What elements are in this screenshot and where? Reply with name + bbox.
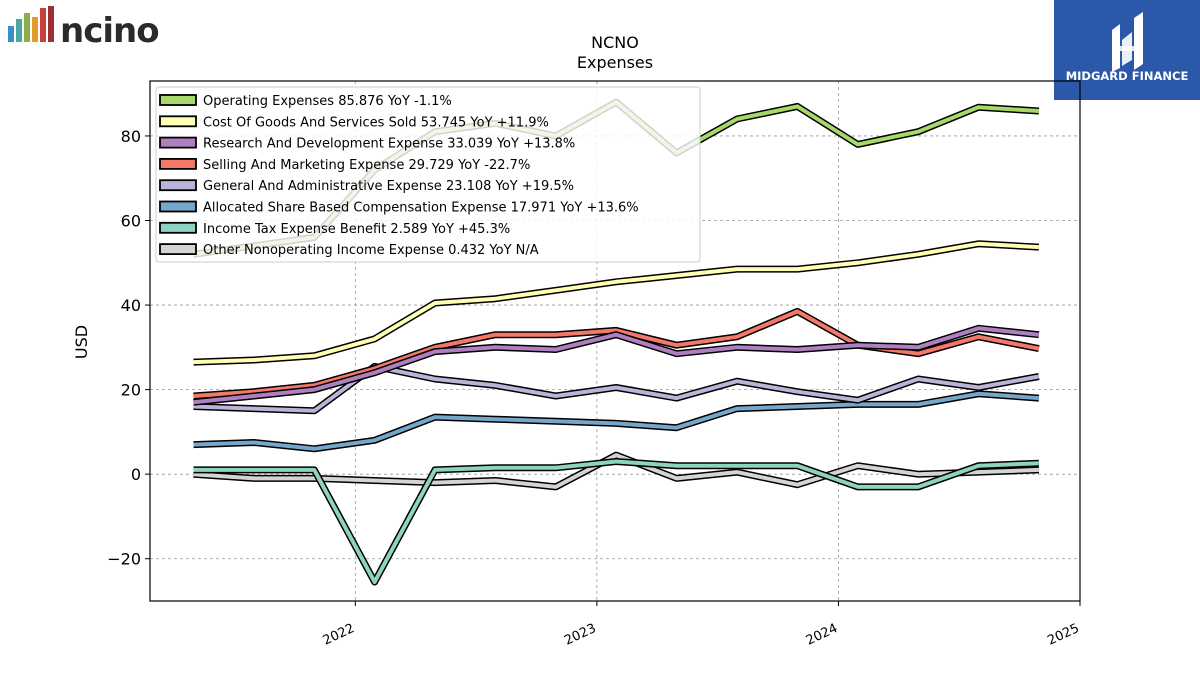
- midgard-wordmark: MIDGARD FINANCE: [1066, 69, 1189, 83]
- series-stroke: [193, 309, 1040, 398]
- legend-swatch: [159, 200, 197, 213]
- series-line: [193, 458, 1040, 586]
- series-line: [193, 390, 1040, 453]
- legend-label: Research And Development Expense 33.039 …: [203, 137, 575, 152]
- y-axis: −20 0 20 40 60 80: [107, 127, 150, 569]
- legend-swatch: [159, 115, 197, 128]
- y-tick-label: 0: [131, 465, 141, 484]
- chart-subtitle: Expenses: [577, 53, 653, 72]
- legend-swatch: [159, 179, 197, 192]
- legend-swatch: [159, 243, 197, 256]
- y-axis-label: USD: [72, 325, 91, 359]
- series-line: [193, 240, 1040, 366]
- series-stroke: [193, 453, 1039, 489]
- legend-box: [155, 86, 701, 263]
- legend-label: General And Administrative Expense 23.10…: [203, 179, 574, 194]
- series-outline: [193, 324, 1040, 406]
- legend-label: Operating Expenses 85.876 YoY -1.1%: [203, 94, 452, 109]
- legend-swatch: [159, 94, 197, 106]
- midgard-finance-logo: MIDGARD FINANCE: [1054, 0, 1200, 100]
- logo-bar: [24, 13, 30, 42]
- y-tick-label: 60: [121, 212, 141, 231]
- logo-bar: [8, 26, 14, 42]
- series-line: [193, 451, 1040, 491]
- legend-label: Selling And Marketing Expense 29.729 YoY…: [203, 158, 530, 173]
- series-line: [193, 362, 1040, 415]
- series-stroke: [193, 326, 1040, 405]
- logo-bar: [16, 19, 22, 42]
- x-tick-label: 2024: [804, 621, 840, 649]
- x-tick-label: 2025: [1045, 621, 1081, 649]
- legend-swatch: [159, 157, 197, 170]
- logo-bar: [40, 8, 46, 42]
- x-tick-label: 2023: [562, 621, 598, 649]
- plot-frame: [149, 80, 1081, 602]
- series-stroke: [193, 391, 1040, 451]
- legend: Operating Expenses 85.876 YoY -1.1% Cost …: [155, 86, 701, 263]
- x-tick-label: 2022: [321, 621, 357, 649]
- series-stroke: [193, 459, 1039, 584]
- legend-swatch: [159, 221, 197, 234]
- x-axis: 2022 2023 2024 2025: [321, 601, 1082, 649]
- ncino-wordmark: ncino: [60, 11, 159, 48]
- series-stroke: [193, 364, 1040, 413]
- midgard-emblem-icon: [1112, 12, 1143, 72]
- legend-label: Income Tax Expense Benefit 2.589 YoY +45…: [203, 222, 510, 237]
- series-stroke: [193, 241, 1040, 365]
- logo-bar: [48, 6, 54, 42]
- series-line: [193, 307, 1040, 400]
- chart-title: NCNO: [591, 33, 639, 52]
- legend-label: Allocated Share Based Compensation Expen…: [203, 201, 639, 216]
- ncino-logo: ncino: [8, 6, 160, 48]
- y-tick-label: 20: [121, 381, 141, 400]
- logo-bar: [32, 17, 38, 42]
- y-tick-label: −20: [107, 550, 141, 569]
- legend-label: Cost Of Goods And Services Sold 53.745 Y…: [203, 115, 549, 130]
- y-tick-label: 80: [121, 127, 141, 146]
- legend-swatch: [159, 136, 197, 149]
- y-tick-label: 40: [121, 296, 141, 315]
- legend-label: Other Nonoperating Income Expense 0.432 …: [203, 243, 539, 258]
- series-line: [193, 324, 1040, 406]
